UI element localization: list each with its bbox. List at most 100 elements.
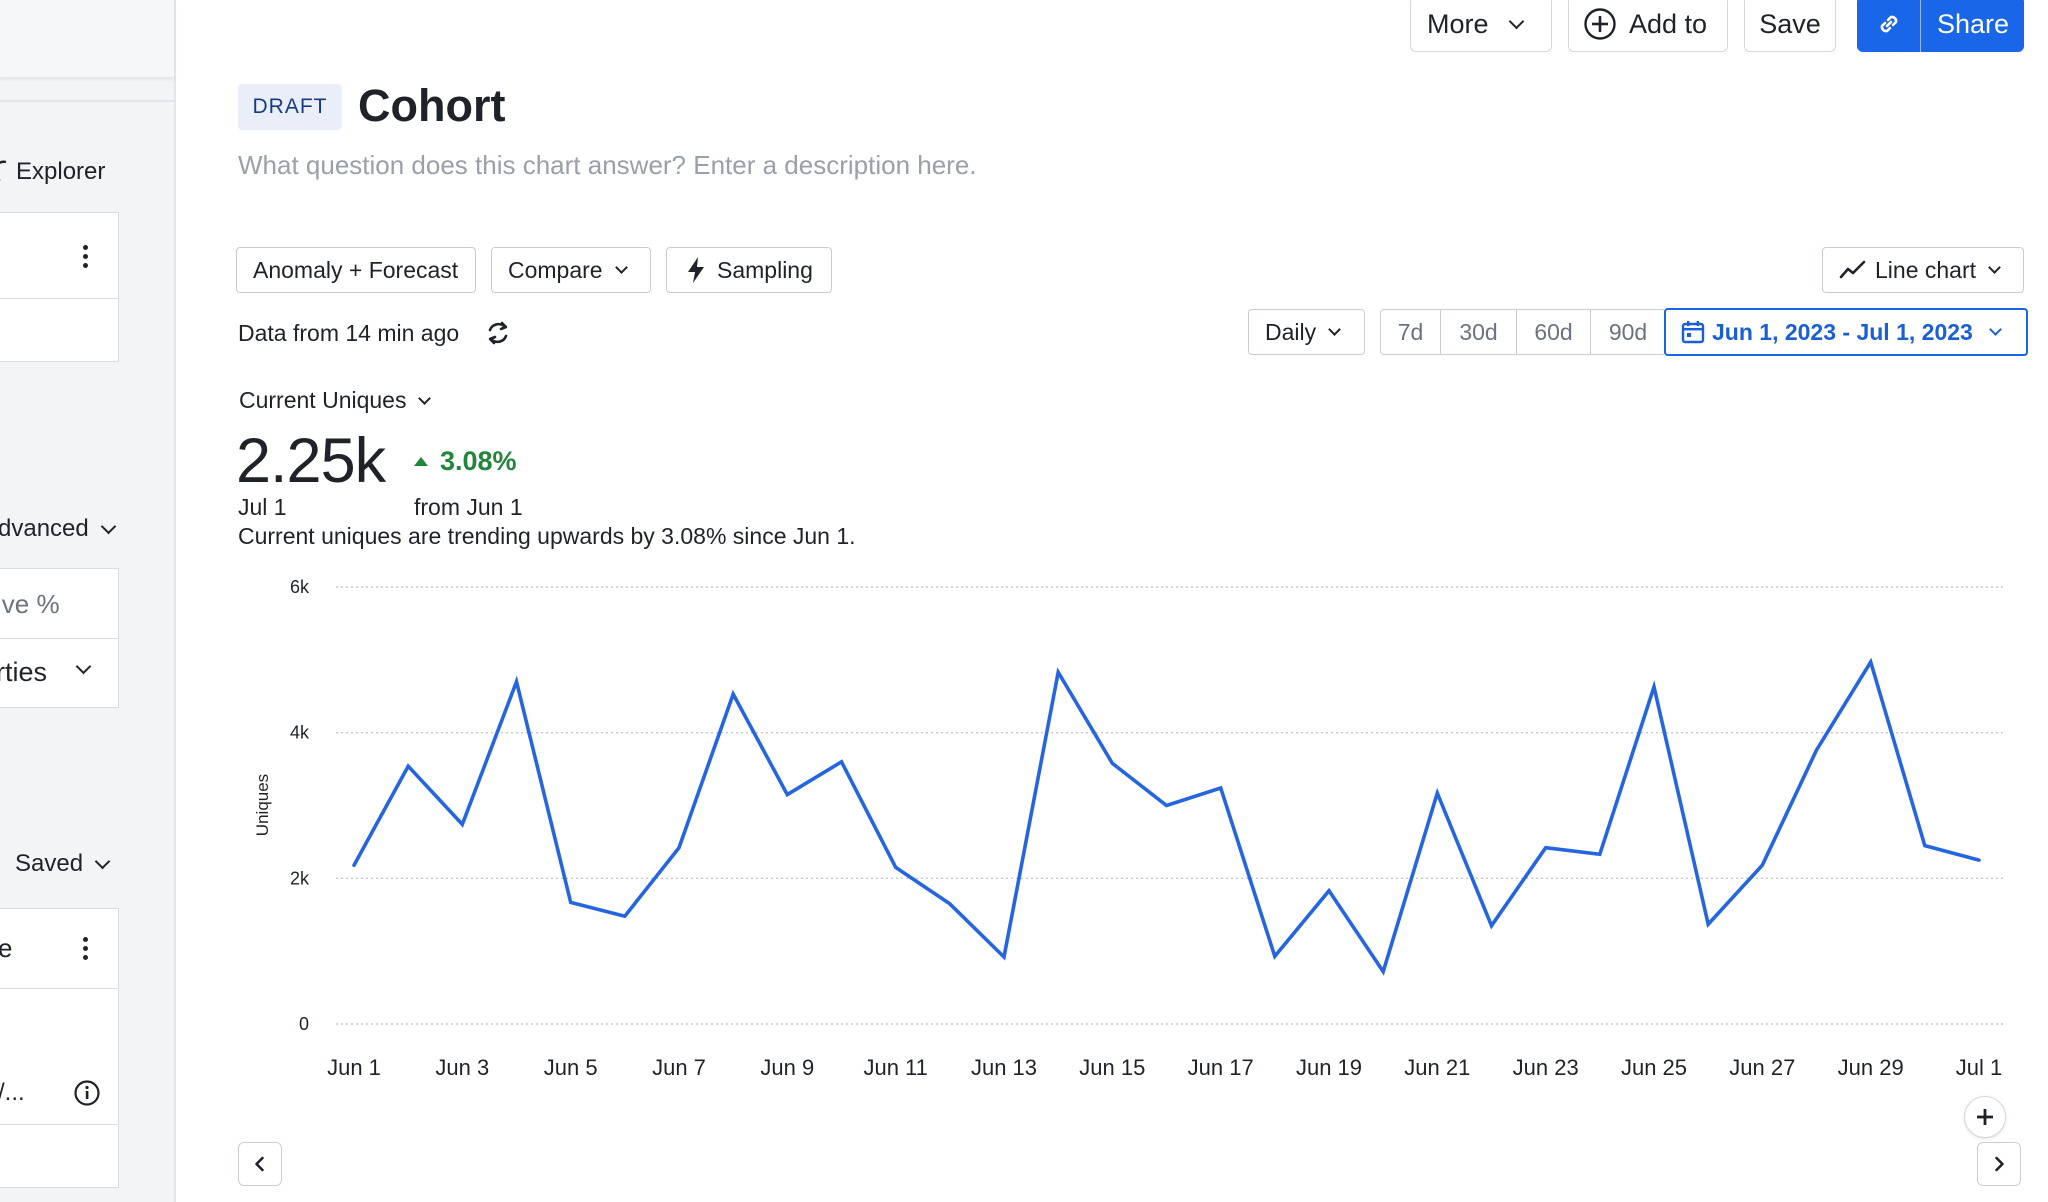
interval-dropdown[interactable]: Daily: [1248, 309, 1365, 355]
scroll-left-button[interactable]: [238, 1142, 282, 1186]
y-tick-label: 2k: [290, 868, 310, 888]
x-tick-label: Jun 29: [1838, 1055, 1904, 1080]
x-tick-label: Jun 25: [1621, 1055, 1687, 1080]
data-point[interactable]: [1539, 841, 1553, 855]
sidebar-event-row[interactable]: [0, 213, 118, 299]
info-icon[interactable]: [73, 1079, 101, 1107]
x-tick-label: Jun 9: [760, 1055, 814, 1080]
data-point[interactable]: [889, 860, 903, 874]
data-point[interactable]: [510, 675, 524, 689]
description-input[interactable]: What question does this chart answer? En…: [238, 150, 977, 180]
sidebar-item-explorer[interactable]: Explorer: [0, 158, 105, 186]
data-point[interactable]: [455, 817, 469, 831]
data-point[interactable]: [1214, 781, 1228, 795]
refresh-icon[interactable]: [483, 318, 513, 348]
data-point[interactable]: [1810, 743, 1824, 757]
data-point[interactable]: [726, 687, 740, 701]
sidebar-advanced-toggle[interactable]: dvanced: [0, 515, 117, 543]
data-point[interactable]: [1376, 965, 1390, 979]
y-tick-label: 4k: [290, 723, 310, 743]
more-button[interactable]: More: [1410, 0, 1552, 52]
x-tick-label: Jun 13: [971, 1055, 1037, 1080]
data-point[interactable]: [1160, 799, 1174, 813]
range-90d-button[interactable]: 90d: [1608, 318, 1648, 345]
trend-up-icon: [414, 457, 428, 466]
add-to-button[interactable]: Add to: [1568, 0, 1728, 52]
save-button[interactable]: Save: [1744, 0, 1836, 52]
data-point[interactable]: [835, 755, 849, 769]
date-range-picker[interactable]: Jun 1, 2023 - Jul 1, 2023: [1664, 308, 2028, 356]
data-point[interactable]: [1755, 858, 1769, 872]
date-range-label: Jun 1, 2023 - Jul 1, 2023: [1712, 318, 1973, 345]
compare-dropdown[interactable]: Compare: [491, 247, 651, 293]
lightning-icon: [688, 257, 704, 283]
metric-date: Jul 1: [238, 494, 287, 520]
metric-selector[interactable]: Current Uniques: [239, 387, 432, 414]
series-line[interactable]: [352, 657, 1981, 976]
share-button[interactable]: Share: [1857, 0, 2024, 52]
sidebar-relative-row[interactable]: ive %: [0, 569, 118, 639]
data-point[interactable]: [1864, 655, 1878, 669]
data-point[interactable]: [1105, 756, 1119, 770]
sidebar-advanced-label: dvanced: [0, 515, 89, 542]
line-chart-icon: [1839, 260, 1866, 279]
data-point[interactable]: [780, 788, 794, 802]
chart-type-dropdown[interactable]: Line chart: [1822, 247, 2024, 293]
data-point[interactable]: [1051, 665, 1065, 679]
sidebar-explorer-label: Explorer: [16, 158, 106, 185]
data-point[interactable]: [1322, 884, 1336, 898]
metric-change: 3.08%: [414, 446, 517, 477]
data-point[interactable]: [1647, 680, 1661, 694]
page-title[interactable]: Cohort: [358, 80, 506, 131]
data-point[interactable]: [1268, 949, 1282, 963]
sidebar-event-card: [0, 212, 119, 362]
metric-selector-label: Current Uniques: [239, 387, 407, 413]
range-60d-button[interactable]: 60d: [1517, 310, 1591, 354]
sidebar-relative-label: ive %: [0, 589, 60, 619]
copy-link-button[interactable]: [1857, 0, 1921, 52]
data-point[interactable]: [564, 895, 578, 909]
sidebar-top-bar: [0, 0, 174, 78]
data-point[interactable]: [1972, 853, 1986, 867]
data-point[interactable]: [943, 897, 957, 911]
link-icon: [1880, 15, 1897, 33]
data-point[interactable]: [1485, 919, 1499, 933]
left-sidebar: Explorer dvanced ive % rties Saved e: [0, 0, 176, 1202]
data-point[interactable]: [401, 759, 415, 773]
x-tick-label: Jun 5: [544, 1055, 598, 1080]
data-point[interactable]: [672, 841, 686, 855]
anomaly-forecast-button[interactable]: Anomaly + Forecast: [236, 247, 476, 293]
calendar-icon: [1681, 321, 1705, 344]
chevron-right-icon: [1995, 1156, 2004, 1172]
zoom-in-button[interactable]: [1964, 1096, 2006, 1138]
range-7d-button[interactable]: 7d: [1381, 310, 1441, 354]
data-point[interactable]: [1593, 847, 1607, 861]
x-tick-label: Jun 27: [1729, 1055, 1795, 1080]
sidebar-divider: [0, 100, 174, 102]
data-freshness: Data from 14 min ago: [238, 318, 513, 348]
data-point[interactable]: [347, 858, 361, 872]
add-circle-icon: [1584, 8, 1616, 40]
data-point[interactable]: [997, 950, 1011, 964]
sidebar-saved-toggle[interactable]: Saved: [15, 850, 111, 878]
y-tick-label: 6k: [290, 577, 310, 597]
sidebar-saved-detail-row[interactable]: /...: [0, 989, 118, 1125]
save-label: Save: [1759, 8, 1821, 39]
data-point[interactable]: [1918, 839, 1932, 853]
data-freshness-label: Data from 14 min ago: [238, 319, 460, 346]
sidebar-saved-row[interactable]: e: [0, 909, 118, 989]
data-point[interactable]: [1701, 917, 1715, 931]
sidebar-truncated-label: /...: [0, 1079, 25, 1106]
more-label: More: [1427, 8, 1489, 39]
kebab-menu-icon[interactable]: [82, 937, 88, 961]
plus-icon: [1977, 1109, 1993, 1125]
sidebar-properties-dropdown[interactable]: rties: [0, 639, 118, 707]
kebab-menu-icon[interactable]: [82, 245, 88, 269]
range-30d-button[interactable]: 30d: [1441, 310, 1517, 354]
sampling-button[interactable]: Sampling: [666, 247, 832, 293]
data-point[interactable]: [618, 909, 632, 923]
compare-label: Compare: [508, 256, 603, 283]
metric-comparison: from Jun 1: [414, 494, 523, 520]
scroll-right-button[interactable]: [1977, 1142, 2021, 1186]
data-point[interactable]: [1430, 786, 1444, 800]
